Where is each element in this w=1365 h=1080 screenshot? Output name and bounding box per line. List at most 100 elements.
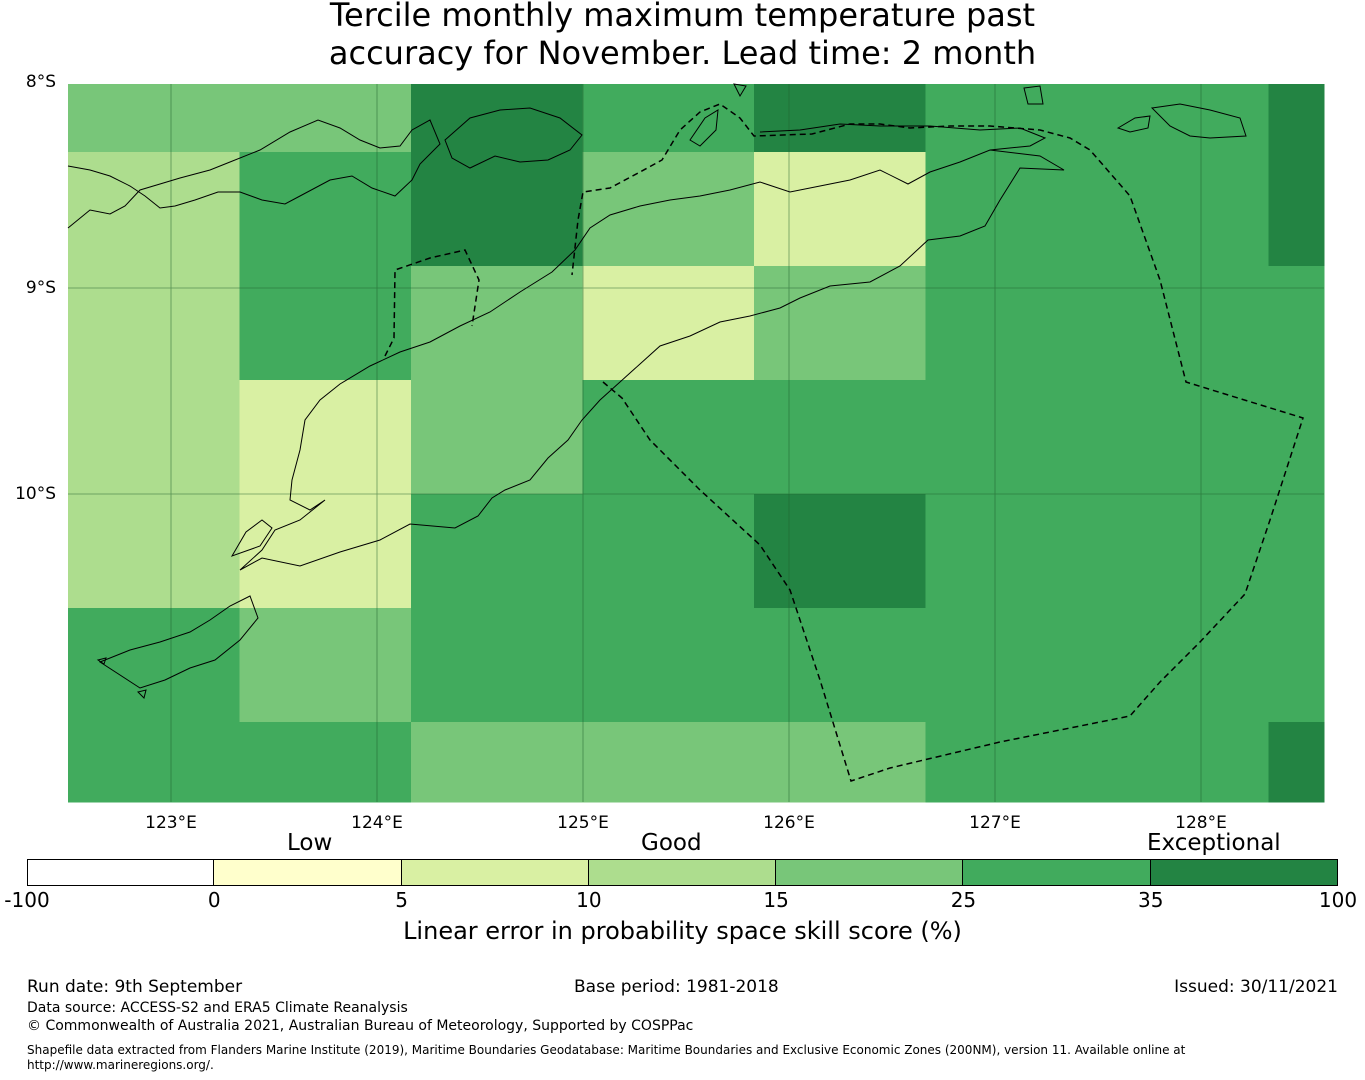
grid-cell-r2-c5 [925, 266, 1098, 381]
small-island-1 [733, 83, 747, 98]
shapefile-credit: Shapefile data extracted from Flanders M… [27, 1043, 1185, 1073]
grid-cell-r4-c3 [582, 494, 755, 609]
kisar-coastline [1023, 85, 1044, 105]
grid-cell-r4-c5 [925, 494, 1098, 609]
lon-label-127e: 127°E [969, 813, 1021, 833]
grid-cell-r2-c7 [1268, 266, 1325, 381]
skill-grid-cells [68, 84, 1325, 803]
lon-label-125e: 125°E [557, 813, 609, 833]
grid-cell-r4-c2 [411, 494, 583, 609]
shapefile-line-1: Shapefile data extracted from Flanders M… [27, 1043, 1186, 1057]
grid-cell-r1-c7 [1268, 152, 1325, 267]
grid-cell-r4-c0 [68, 494, 240, 609]
grid-cell-r5-c2 [411, 608, 583, 723]
base-period: Base period: 1981-2018 [574, 977, 779, 997]
grid-cell-r5-c3 [582, 608, 755, 723]
small-island-2 [96, 657, 107, 665]
grid-cell-r6-c7 [1268, 722, 1325, 803]
moa-coastline [1150, 103, 1247, 139]
grid-cell-r3-c3 [582, 380, 755, 495]
grid-cell-r5-c5 [925, 608, 1098, 723]
grid-cell-r5-c7 [1268, 608, 1325, 723]
lat-label-9s: 9°S [25, 278, 56, 298]
grid-cell-r5-c6 [1097, 608, 1269, 723]
lon-label-126e: 126°E [763, 813, 815, 833]
colorbar-tick-label: -100 [4, 888, 50, 912]
skill-score-map [67, 83, 1325, 803]
colorbar-segment [401, 859, 589, 886]
grid-cell-r6-c5 [925, 722, 1098, 803]
grid-cell-r4-c4 [754, 494, 926, 609]
grid-cell-r1-c6 [1097, 152, 1269, 267]
grid-cell-r2-c3 [582, 266, 755, 381]
colorbar-label: Linear error in probability space skill … [403, 917, 962, 945]
issued-date: Issued: 30/11/2021 [1174, 977, 1338, 997]
grid-cell-r0-c7 [1268, 84, 1325, 153]
grid-cell-r3-c1 [239, 380, 412, 495]
colorbar-tick-label: 35 [1137, 888, 1164, 912]
flores-coastline [67, 119, 441, 229]
coastlines [67, 83, 1247, 699]
colorbar-segment [27, 859, 215, 886]
grid-cell-r6-c3 [582, 722, 755, 803]
grid-cell-r1-c1 [239, 152, 412, 267]
grid-cell-r2-c2 [411, 266, 583, 381]
grid-cell-r1-c5 [925, 152, 1098, 267]
grid-cell-r3-c2 [411, 380, 583, 495]
wetar-coastline [759, 123, 1047, 151]
grid-cell-r0-c5 [925, 84, 1098, 153]
shapefile-line-2: http://www.marineregions.org/. [27, 1058, 214, 1072]
grid-cell-r6-c1 [239, 722, 412, 803]
category-low: Low [287, 830, 333, 856]
category-exceptional: Exceptional [1147, 830, 1281, 856]
grid-cell-r0-c4 [754, 84, 926, 153]
alor-coastline [444, 107, 583, 169]
grid-cell-r3-c4 [754, 380, 926, 495]
lon-label-128e: 128°E [1175, 813, 1227, 833]
grid-cell-r2-c6 [1097, 266, 1269, 381]
colorbar-tick-label: 15 [763, 888, 789, 912]
colorbar-segment [963, 859, 1151, 886]
colorbar-tick-label: 5 [395, 888, 408, 912]
data-source: Data source: ACCESS-S2 and ERA5 Climate … [27, 1000, 408, 1016]
grid-cell-r2-c4 [754, 266, 926, 381]
map-title: Tercile monthly maximum temperature past… [0, 0, 1365, 72]
small-island-3 [137, 689, 147, 699]
colorbar-tick-label: 0 [207, 888, 221, 912]
copyright: © Commonwealth of Australia 2021, Austra… [27, 1018, 694, 1034]
grid-cell-r0-c0 [68, 84, 240, 153]
leti-coastline [1116, 115, 1151, 133]
grid-cell-r5-c0 [68, 608, 240, 723]
colorbar-segment [588, 859, 777, 886]
grid-cell-r0-c3 [582, 84, 755, 153]
grid-cell-r4-c1 [239, 494, 412, 609]
grid-cell-r4-c7 [1268, 494, 1325, 609]
grid-cell-r5-c1 [239, 608, 412, 723]
grid-cell-r1-c0 [68, 152, 240, 267]
title-line-1: Tercile monthly maximum temperature past [329, 0, 1036, 34]
grid-cell-r3-c5 [925, 380, 1098, 495]
grid-cell-r2-c1 [239, 266, 412, 381]
lon-label-124e: 124°E [351, 813, 403, 833]
eez-boundary-east [571, 103, 1304, 782]
semau-coastline [230, 519, 273, 557]
grid-cell-r2-c0 [68, 266, 240, 381]
lon-label-123e: 123°E [145, 813, 197, 833]
colorbar-segment [776, 859, 964, 886]
colorbar-tick-label: 10 [576, 888, 602, 912]
grid-cell-r1-c3 [582, 152, 755, 267]
lat-label-8s: 8°S [25, 72, 56, 92]
colorbar-segment [214, 859, 402, 886]
grid-cell-r6-c4 [754, 722, 926, 803]
category-good: Good [641, 830, 702, 856]
colorbar-tick-label: 100 [1318, 888, 1358, 912]
grid-cell-r6-c2 [411, 722, 583, 803]
title-line-2: accuracy for November. Lead time: 2 mont… [328, 34, 1037, 72]
grid-cell-r1-c2 [411, 152, 583, 267]
graticule [68, 84, 1324, 802]
grid-cell-r3-c6 [1097, 380, 1269, 495]
grid-cell-r4-c6 [1097, 494, 1269, 609]
lat-label-10s: 10°S [15, 484, 56, 504]
atauro-coastline [689, 109, 719, 147]
grid-cell-r3-c0 [68, 380, 240, 495]
